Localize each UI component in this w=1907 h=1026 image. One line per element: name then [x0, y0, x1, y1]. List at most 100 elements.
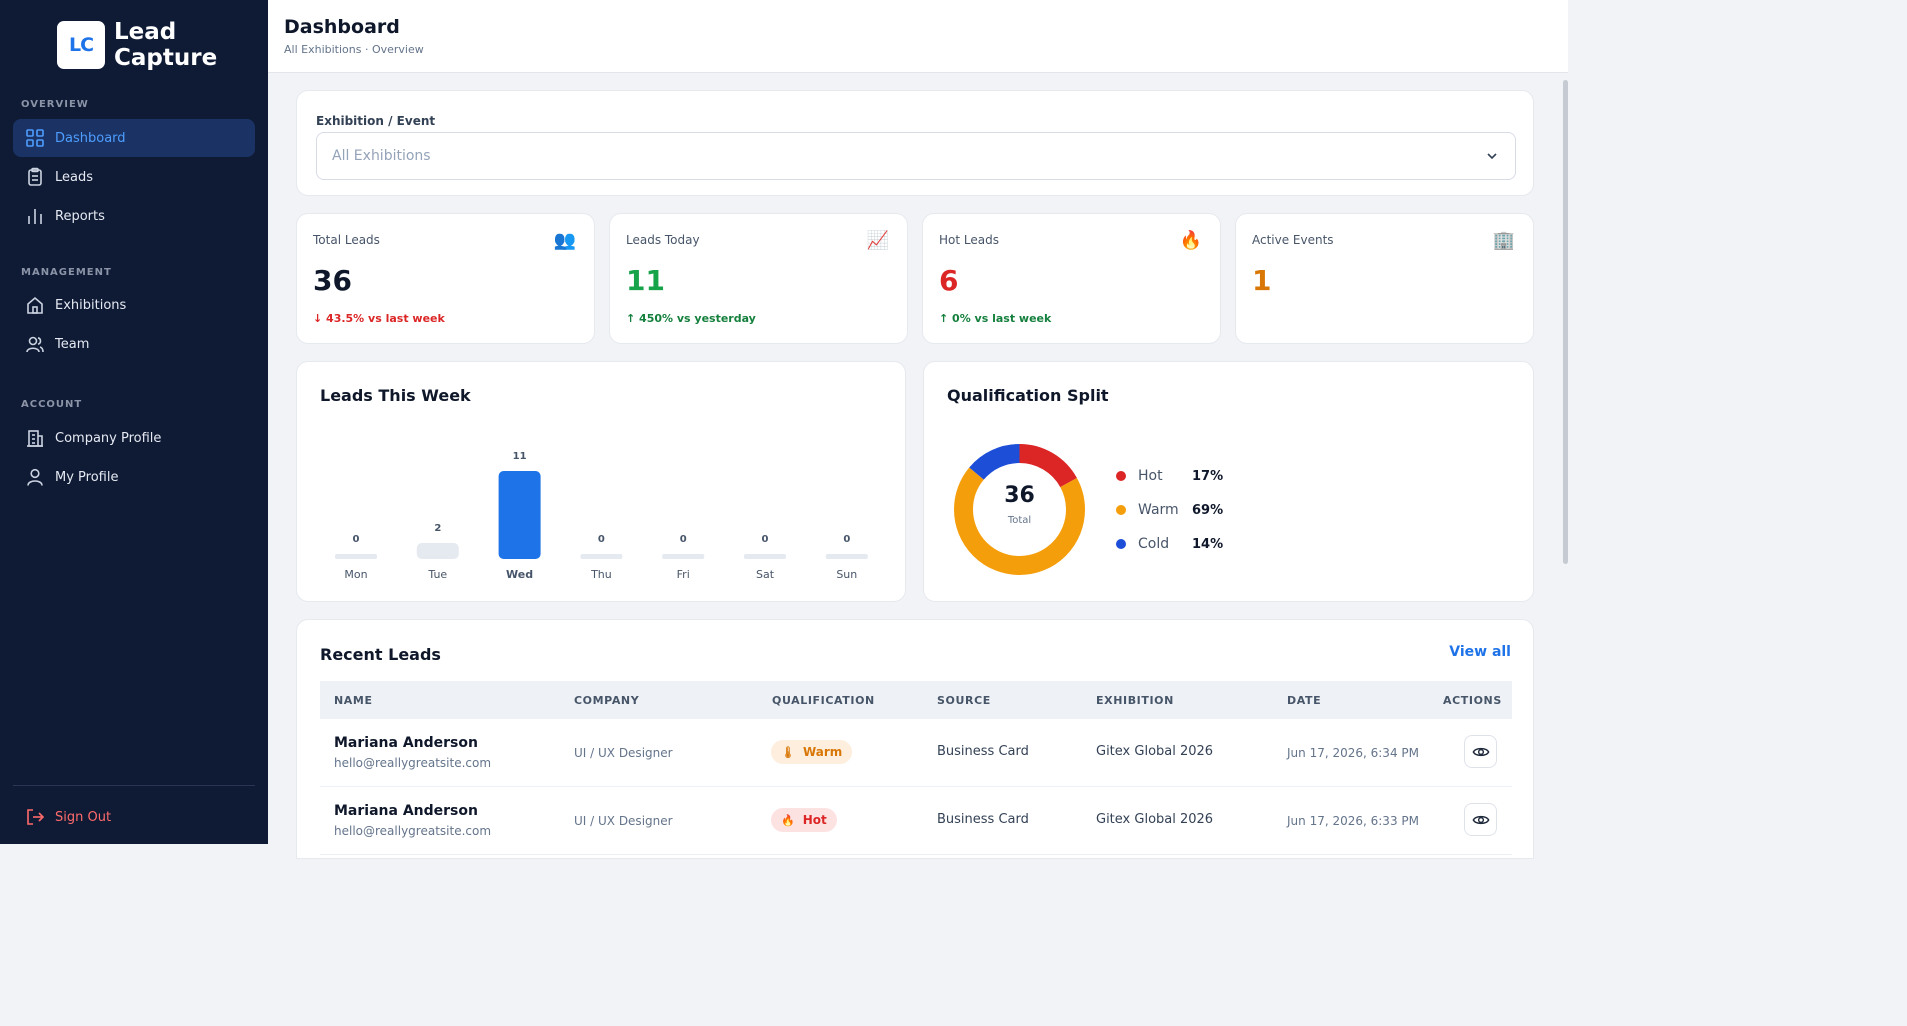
sidebar-item-company-profile[interactable]: Company Profile	[13, 419, 255, 457]
legend-dot	[1116, 539, 1126, 549]
sign-out-button[interactable]: Sign Out	[13, 798, 255, 836]
sidebar-item-label: Dashboard	[55, 130, 126, 146]
stat-label: Hot Leads	[939, 233, 999, 247]
people-icon: 👥	[553, 230, 576, 251]
legend-pct: 14%	[1192, 536, 1224, 552]
x-tick-label: Wed	[506, 568, 533, 581]
lead-company: UI / UX Designer	[574, 746, 673, 760]
lead-source: Business Card	[937, 744, 1029, 759]
x-tick-label: Tue	[427, 568, 447, 581]
qualification-label: Hot	[802, 813, 827, 827]
bar-value-label: 0	[843, 534, 850, 545]
sidebar-item-my-profile[interactable]: My Profile	[13, 458, 255, 496]
lead-source: Business Card	[937, 812, 1029, 827]
qualification-badge-hot: 🔥 Hot	[771, 808, 837, 832]
legend-name: Cold	[1138, 536, 1170, 552]
chart-title: Leads This Week	[320, 386, 471, 405]
lead-email: hello@reallygreatsite.com	[334, 824, 492, 838]
qualification-label: Warm	[802, 745, 843, 759]
lead-date: Jun 17, 2026, 6:33 PM	[1287, 814, 1419, 828]
donut-total-label: Total	[1007, 515, 1032, 526]
stat-card-leads-today: Leads Today 📈 11 ↑ 450% vs yesterday	[609, 213, 908, 344]
view-lead-button[interactable]	[1464, 803, 1497, 836]
app-logo[interactable]: LC Lead Capture	[57, 19, 217, 71]
chevron-down-icon	[1487, 153, 1497, 160]
donut-segment-warm	[954, 444, 1085, 575]
eye-icon	[1472, 815, 1489, 824]
fire-icon: 🔥	[1179, 230, 1202, 251]
column-header-exhibition[interactable]: EXHIBITION	[1096, 693, 1174, 707]
x-tick-label: Thu	[590, 568, 612, 581]
lead-date: Jun 17, 2026, 6:34 PM	[1287, 746, 1419, 760]
column-header-qualification[interactable]: QUALIFICATION	[772, 693, 875, 707]
bar-sun	[825, 554, 868, 559]
sidebar-item-label: My Profile	[55, 469, 119, 485]
sidebar-item-exhibitions[interactable]: Exhibitions	[13, 286, 255, 324]
sidebar: LC Lead Capture OVERVIEW Dashboard Leads…	[0, 0, 268, 844]
sidebar-item-label: Leads	[55, 169, 94, 185]
stat-change: ↑ 0% vs last week	[939, 312, 1052, 325]
logo-mark: LC	[57, 21, 105, 69]
table-row[interactable]: Mariana Anderson hello@reallygreatsite.c…	[320, 787, 1512, 855]
user-icon	[27, 468, 43, 486]
recent-leads-title: Recent Leads	[320, 645, 441, 664]
sidebar-item-label: Company Profile	[55, 430, 162, 446]
section-label-overview: OVERVIEW	[21, 99, 89, 110]
page-title: Dashboard	[284, 16, 400, 38]
sidebar-item-dashboard[interactable]: Dashboard	[13, 119, 255, 157]
column-header-company[interactable]: COMPANY	[574, 693, 640, 707]
qualification-donut	[954, 444, 1085, 575]
stat-label: Leads Today	[626, 233, 700, 247]
arrow-up-icon: ↑	[939, 312, 953, 325]
column-header-name[interactable]: NAME	[334, 693, 373, 707]
legend-item-cold: Cold 14%	[1116, 536, 1223, 552]
scrollbar[interactable]	[1563, 80, 1568, 564]
lead-name[interactable]: Mariana Anderson	[334, 735, 478, 751]
recent-leads-table: NAME COMPANY QUALIFICATION SOURCE EXHIBI…	[320, 681, 1512, 855]
sidebar-item-leads[interactable]: Leads	[13, 158, 255, 196]
bar-value-label: 2	[434, 523, 441, 534]
bar-value-label: 11	[513, 451, 527, 462]
stat-card-hot-leads: Hot Leads 🔥 6 ↑ 0% vs last week	[922, 213, 1221, 344]
exhibition-select[interactable]: All Exhibitions	[316, 132, 1516, 180]
column-header-date[interactable]: DATE	[1287, 693, 1322, 707]
qualification-badge-warm: 🌡 Warm	[771, 740, 853, 764]
view-all-link[interactable]: View all	[1449, 644, 1511, 660]
column-header-source[interactable]: SOURCE	[937, 693, 991, 707]
arrow-down-icon: ↓	[313, 312, 327, 325]
section-label-management: MANAGEMENT	[21, 267, 112, 278]
lead-name[interactable]: Mariana Anderson	[334, 803, 478, 819]
eye-icon	[1472, 747, 1489, 756]
logo-line-2: Capture	[114, 45, 218, 71]
legend-item-hot: Hot 17%	[1116, 468, 1223, 484]
stat-label: Total Leads	[313, 233, 380, 247]
bar-sat	[744, 554, 786, 559]
home-icon	[27, 296, 43, 314]
table-header: NAME COMPANY QUALIFICATION SOURCE EXHIBI…	[320, 681, 1512, 719]
bar-value-label: 0	[762, 534, 769, 545]
office-building-icon: 🏢	[1492, 230, 1515, 251]
stat-change: ↑ 450% vs yesterday	[626, 312, 756, 325]
grid-icon	[26, 129, 44, 147]
sidebar-item-label: Reports	[55, 208, 105, 224]
table-row[interactable]: Mariana Anderson hello@reallygreatsite.c…	[320, 719, 1512, 787]
legend-pct: 69%	[1192, 502, 1224, 518]
clipboard-icon	[28, 167, 42, 186]
sidebar-divider	[13, 785, 255, 786]
x-tick-label: Sat	[756, 568, 775, 581]
sidebar-item-reports[interactable]: Reports	[13, 197, 255, 235]
logout-icon	[27, 809, 45, 825]
sidebar-item-team[interactable]: Team	[13, 325, 255, 363]
bar-value-label: 0	[680, 534, 687, 545]
legend-name: Hot	[1138, 468, 1163, 484]
stat-value: 36	[313, 264, 352, 297]
bar-thu	[580, 554, 623, 559]
stat-card-active-events: Active Events 🏢 1	[1235, 213, 1534, 344]
stat-change: ↓ 43.5% vs last week	[313, 312, 445, 325]
lead-exhibition: Gitex Global 2026	[1096, 812, 1214, 827]
donut-segment-cold	[954, 444, 1085, 575]
bar-chart-icon	[28, 209, 42, 224]
x-tick-label: Fri	[677, 568, 690, 581]
view-lead-button[interactable]	[1464, 735, 1497, 768]
building-icon	[27, 430, 43, 447]
